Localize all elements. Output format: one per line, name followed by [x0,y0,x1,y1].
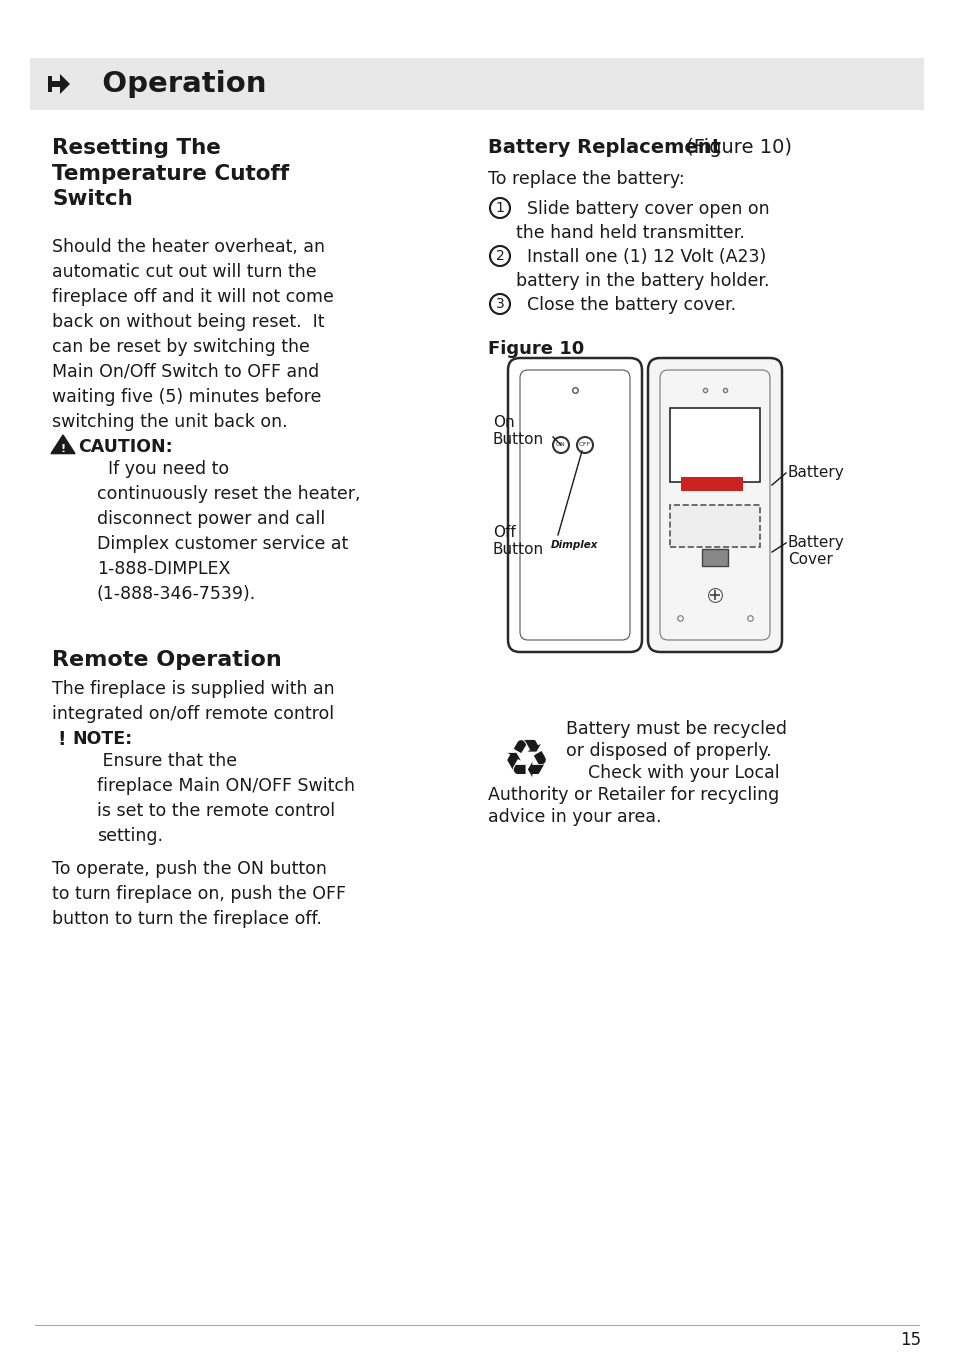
Text: Authority or Retailer for recycling: Authority or Retailer for recycling [488,786,779,804]
Text: Off
Button: Off Button [493,524,543,557]
Text: Close the battery cover.: Close the battery cover. [516,296,736,315]
FancyBboxPatch shape [701,549,727,567]
Text: Battery must be recycled: Battery must be recycled [565,720,786,738]
Text: Slide battery cover open on
the hand held transmitter.: Slide battery cover open on the hand hel… [516,200,769,242]
Text: 15: 15 [899,1331,920,1348]
Text: Battery: Battery [787,464,843,479]
Text: 2: 2 [496,249,504,263]
Text: OFF: OFF [578,443,591,448]
Polygon shape [48,74,70,94]
Text: Install one (1) 12 Volt (A23)
battery in the battery holder.: Install one (1) 12 Volt (A23) battery in… [516,248,769,290]
Text: (Figure 10): (Figure 10) [679,138,791,157]
Text: CAUTION:: CAUTION: [78,439,172,456]
Text: NOTE:: NOTE: [71,730,132,748]
Text: Should the heater overheat, an
automatic cut out will turn the
fireplace off and: Should the heater overheat, an automatic… [52,238,334,430]
Text: Resetting The
Temperature Cutoff
Switch: Resetting The Temperature Cutoff Switch [52,138,289,210]
Text: The fireplace is supplied with an
integrated on/off remote control: The fireplace is supplied with an integr… [52,680,335,723]
Text: Check with your Local: Check with your Local [565,764,779,782]
Polygon shape [51,434,75,454]
Text: ♻: ♻ [502,735,549,789]
Text: Battery Replacement: Battery Replacement [488,138,720,157]
Text: Remote Operation: Remote Operation [52,650,281,670]
Text: !: ! [58,730,66,749]
Text: 1: 1 [495,202,504,215]
Text: To operate, push the ON button
to turn fireplace on, push the OFF
button to turn: To operate, push the ON button to turn f… [52,859,346,928]
FancyBboxPatch shape [680,477,742,490]
Text: or disposed of properly.: or disposed of properly. [565,742,771,760]
Text: Operation: Operation [82,69,266,98]
FancyBboxPatch shape [669,409,760,482]
Text: advice in your area.: advice in your area. [488,808,660,825]
Text: If you need to
continuously reset the heater,
disconnect power and call
Dimplex : If you need to continuously reset the he… [97,460,360,603]
Text: On
Button: On Button [493,415,543,447]
Text: To replace the battery:: To replace the battery: [488,170,684,188]
FancyBboxPatch shape [647,358,781,652]
Text: ON: ON [556,443,565,448]
Text: Battery
Cover: Battery Cover [787,535,843,568]
Text: Figure 10: Figure 10 [488,340,583,358]
FancyBboxPatch shape [30,59,923,110]
FancyBboxPatch shape [507,358,641,652]
Text: 3: 3 [496,297,504,311]
Text: !: ! [60,444,66,454]
FancyBboxPatch shape [669,505,760,548]
Text: Dimplex: Dimplex [551,539,598,550]
Text: Ensure that the
fireplace Main ON/OFF Switch
is set to the remote control
settin: Ensure that the fireplace Main ON/OFF Sw… [97,752,355,844]
